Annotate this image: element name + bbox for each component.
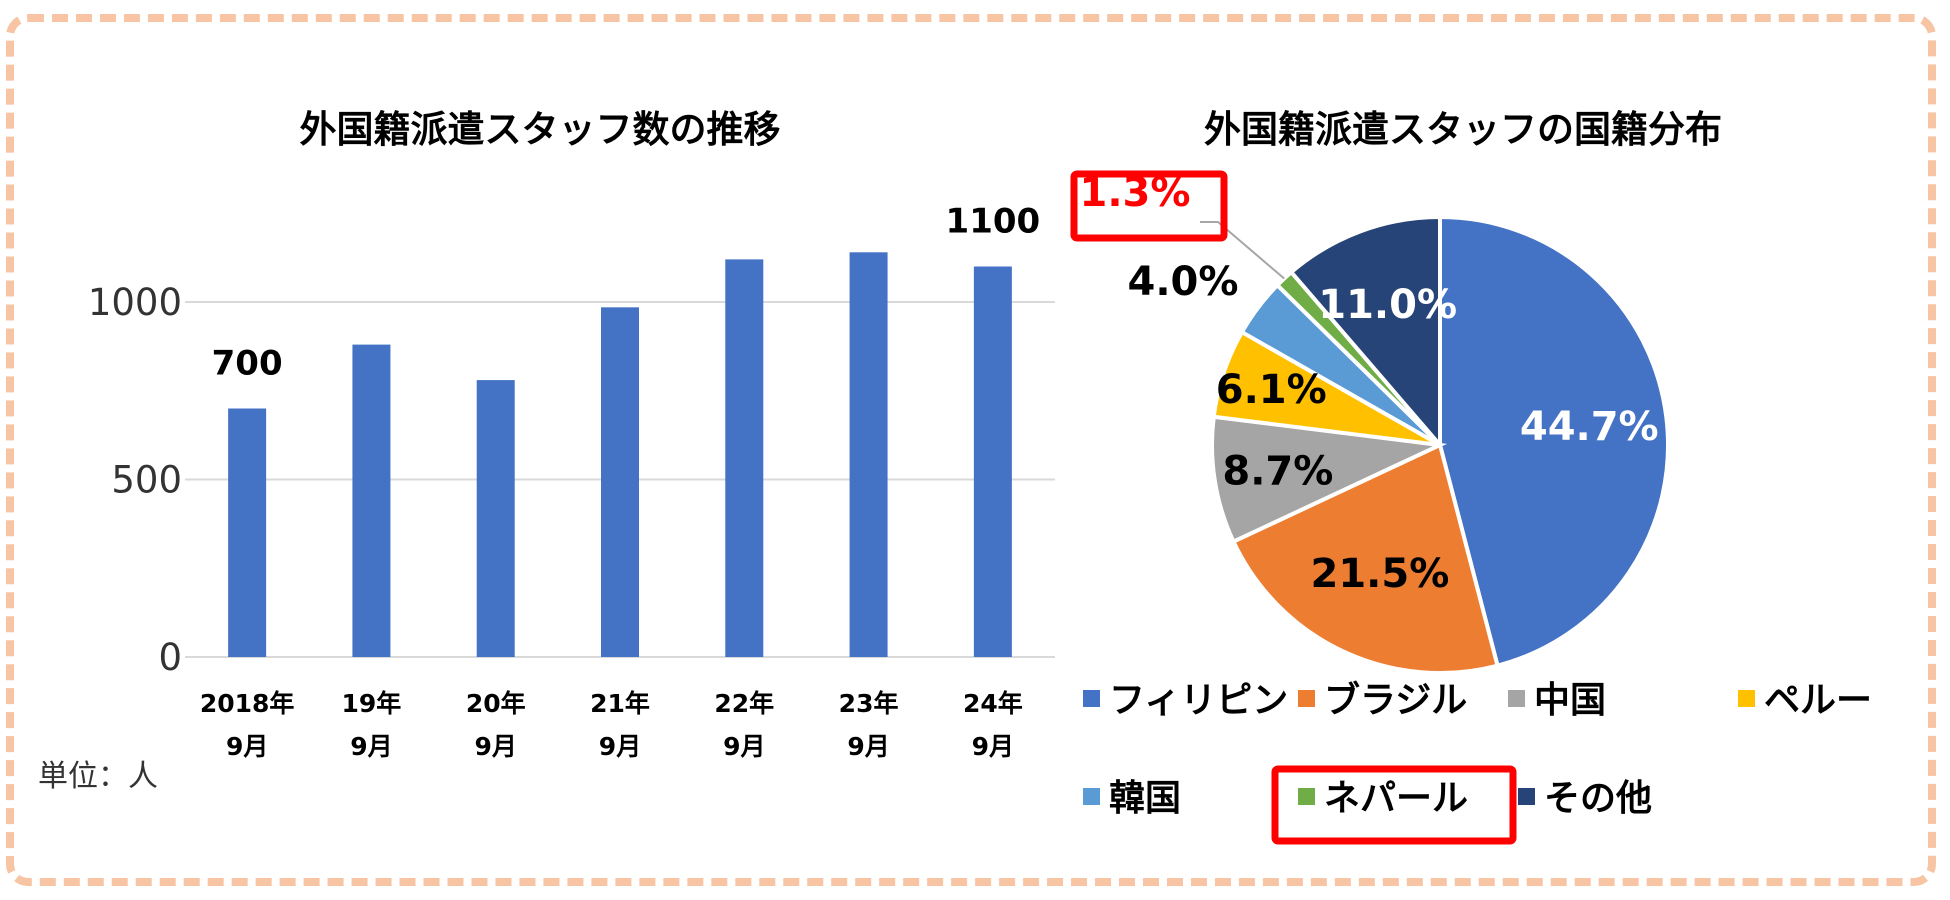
bar-4 — [725, 259, 764, 657]
legend-swatch-4 — [1083, 788, 1100, 805]
x-tick-label: 23年 — [839, 689, 899, 718]
legend-label: その他 — [1544, 778, 1652, 819]
pie-slices — [1210, 214, 1670, 675]
x-tick-label: 9月 — [972, 732, 1014, 761]
legend-label: ペルー — [1764, 680, 1872, 721]
legend-label: 中国 — [1534, 680, 1606, 721]
x-tick-label: 9月 — [350, 732, 392, 761]
highlight-box-legend — [1271, 765, 1517, 845]
bar-y-ticks: 0 500 1000 — [88, 281, 182, 679]
bar-chart-title: 外国籍派遣スタッフ数の推移 — [300, 108, 781, 151]
pie-leader-line — [1200, 221, 1285, 280]
pie-data-label: 1.3% — [1080, 170, 1191, 216]
legend-swatch-6 — [1518, 788, 1535, 805]
bar-data-label: 700 — [212, 344, 283, 384]
bar-1 — [352, 344, 391, 657]
y-tick-label: 0 — [158, 636, 182, 679]
bar-series — [228, 252, 1012, 658]
pie-slice-1 — [1230, 442, 1500, 675]
bar-x-ticks: 2018年 9月 19年 9月 20年 9月 21年 9月 22年 9月 23年 9月 24年 9月 — [200, 689, 1023, 761]
bar-data-label: 1100 — [946, 202, 1041, 242]
legend-label: 韓国 — [1109, 778, 1181, 819]
bar-0 — [228, 408, 267, 657]
pie-slice-6 — [1288, 214, 1442, 451]
dashed-frame — [6, 14, 1936, 886]
legend-swatch-3 — [1738, 690, 1755, 707]
pie-data-label: 8.7% — [1222, 449, 1333, 495]
y-tick-label: 500 — [111, 459, 182, 502]
pie-data-labels: 44.7% 21.5% 8.7% 6.1% 4.0% 1.3% 11.0% — [1070, 170, 1659, 597]
bar-3 — [601, 307, 639, 657]
bar-chart: 外国籍派遣スタッフ数の推移 0 500 1000 2018年 9月 19年 9月 20年 9月… — [38, 108, 1055, 794]
pie-data-label: 21.5% — [1311, 551, 1450, 597]
pie-chart-title: 外国籍派遣スタッフの国籍分布 — [1204, 108, 1722, 151]
bar-data-labels: 700 1100 — [212, 202, 1041, 384]
x-tick-label: 9月 — [599, 732, 641, 761]
unit-note: 単位：人 — [38, 759, 158, 794]
pie-data-label: 6.1% — [1216, 367, 1327, 413]
legend-label: ブラジル — [1324, 679, 1467, 721]
x-tick-label: 9月 — [226, 732, 268, 761]
pie-data-label: 11.0% — [1318, 282, 1457, 328]
x-tick-label: 2018年 — [200, 689, 295, 718]
x-tick-label: 9月 — [723, 732, 765, 761]
x-tick-label: 9月 — [847, 732, 889, 761]
legend-swatch-5 — [1298, 788, 1315, 805]
legend-label: フィリピン — [1109, 680, 1288, 721]
bar-6 — [973, 266, 1012, 657]
x-tick-label: 20年 — [466, 689, 526, 718]
pie-data-label: 4.0% — [1128, 259, 1239, 305]
x-tick-label: 24年 — [963, 689, 1023, 718]
legend-swatch-0 — [1083, 690, 1100, 707]
pie-slice-2 — [1210, 414, 1448, 545]
y-tick-label: 1000 — [88, 281, 182, 324]
pie-slice-0 — [1438, 214, 1670, 669]
legend-label: ネパール — [1324, 778, 1468, 819]
bar-2 — [476, 380, 515, 657]
legend-swatch-2 — [1508, 690, 1525, 707]
pie-data-label: 44.7% — [1520, 404, 1659, 450]
x-tick-label: 9月 — [475, 732, 517, 761]
x-tick-label: 21年 — [590, 689, 650, 718]
highlight-box-label — [1070, 170, 1228, 242]
legend-swatch-1 — [1298, 690, 1315, 707]
pie-chart: 外国籍派遣スタッフの国籍分布 44.7% 21.5% 8.7% 6.1% 4.0% 1.3… — [1070, 108, 1872, 845]
x-tick-label: 19年 — [342, 689, 402, 718]
bar-5 — [849, 252, 888, 658]
x-tick-label: 22年 — [714, 689, 774, 718]
